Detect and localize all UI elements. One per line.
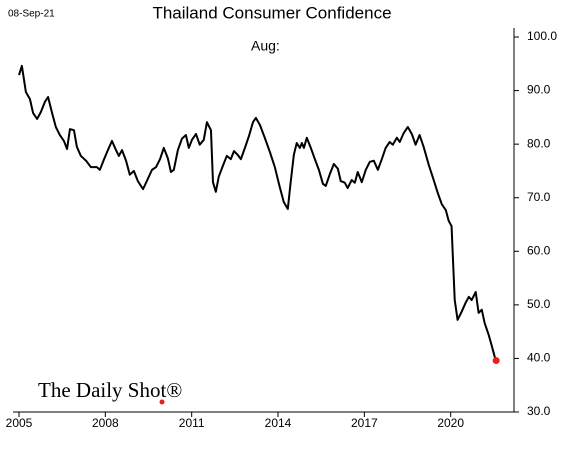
y-tick-label: 30.0 bbox=[527, 404, 551, 418]
x-tick-label: 2014 bbox=[265, 416, 292, 430]
y-tick-label: 100.0 bbox=[527, 29, 557, 43]
x-tick-label: 2017 bbox=[351, 416, 378, 430]
logo-dot bbox=[159, 399, 165, 405]
y-tick-label: 70.0 bbox=[527, 190, 551, 204]
y-tick-label: 60.0 bbox=[527, 243, 551, 257]
date-note: 08-Sep-21 bbox=[8, 9, 55, 20]
last-point bbox=[492, 357, 500, 365]
series-line bbox=[18, 64, 498, 361]
y-tick-label: 50.0 bbox=[527, 297, 551, 311]
y-tick-label: 80.0 bbox=[527, 136, 551, 150]
x-tick-label: 2005 bbox=[6, 416, 33, 430]
x-tick-label: 2020 bbox=[437, 416, 464, 430]
source-logo: The Daily Shot® bbox=[38, 378, 182, 402]
chart-title: Thailand Consumer Confidence bbox=[152, 3, 391, 22]
x-tick-label: 2008 bbox=[92, 416, 119, 430]
annotation-label: Aug: bbox=[251, 38, 280, 54]
y-tick-label: 90.0 bbox=[527, 83, 551, 97]
y-tick-label: 40.0 bbox=[527, 351, 551, 365]
x-tick-label: 2011 bbox=[179, 416, 205, 430]
